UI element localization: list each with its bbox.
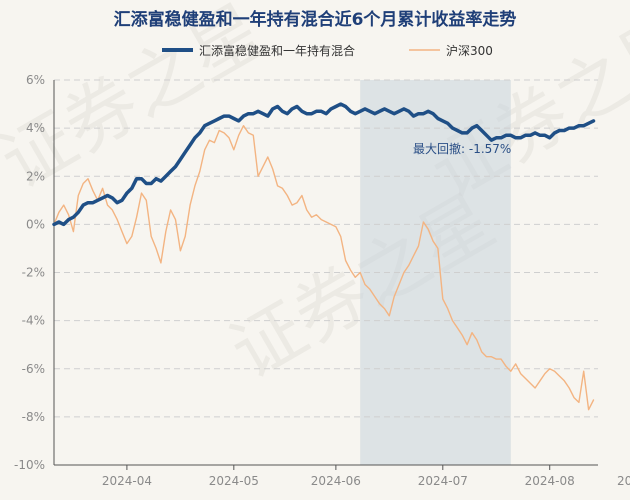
legend-index-label: 沪深300 [446, 44, 493, 58]
y-tick-label: -10% [14, 458, 45, 472]
drawdown-annotation: 最大回撤: -1.57% [413, 141, 511, 156]
y-tick-label: -8% [22, 410, 45, 424]
fund-series-line [52, 102, 596, 227]
x-tick-label: 2024-04 [102, 474, 152, 488]
legend-fund-label: 汇添富稳健盈和一年持有混合 [199, 43, 355, 58]
y-tick-label: -2% [22, 266, 45, 280]
y-tick-label: 4% [26, 121, 45, 135]
x-tick-label: 2024-08 [525, 474, 575, 488]
y-tick-label: 6% [26, 73, 45, 87]
y-tick-label: -6% [22, 362, 45, 376]
x-tick-label: 2024-07 [418, 474, 468, 488]
y-tick-label: -4% [22, 314, 45, 328]
x-tick-label: 2024-09 [617, 474, 630, 488]
index-series-line [53, 124, 595, 411]
chart-title: 汇添富稳健盈和一年持有混合近6个月累计收益率走势 [114, 9, 517, 30]
legend: 汇添富稳健盈和一年持有混合 沪深300 [162, 43, 493, 58]
x-tick-label: 2024-06 [311, 474, 361, 488]
y-tick-label: 0% [26, 217, 45, 231]
y-tick-label: 2% [26, 169, 45, 183]
x-tick-label: 2024-05 [209, 474, 259, 488]
